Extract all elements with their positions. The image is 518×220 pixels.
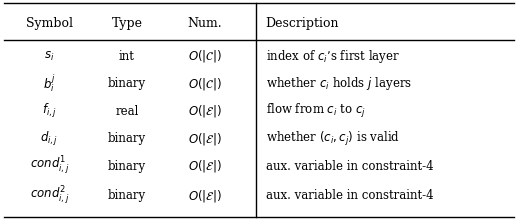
Text: Type: Type (111, 16, 142, 30)
Text: $O(|\mathcal{E}|)$: $O(|\mathcal{E}|)$ (188, 158, 222, 174)
Text: $cond_{i,j}^1$: $cond_{i,j}^1$ (30, 155, 69, 177)
Text: $d_{i,j}$: $d_{i,j}$ (40, 130, 59, 148)
Text: binary: binary (108, 189, 146, 202)
Text: $O(|\mathcal{E}|)$: $O(|\mathcal{E}|)$ (188, 103, 222, 119)
Text: binary: binary (108, 77, 146, 90)
Text: binary: binary (108, 132, 146, 145)
Text: $s_i$: $s_i$ (44, 50, 54, 63)
Text: $b_i^j$: $b_i^j$ (43, 73, 55, 94)
Text: Num.: Num. (188, 16, 222, 30)
Text: binary: binary (108, 160, 146, 173)
Text: aux. variable in constraint-4: aux. variable in constraint-4 (266, 189, 434, 202)
Text: whether $(c_i,c_j)$ is valid: whether $(c_i,c_j)$ is valid (266, 130, 400, 148)
Text: $O(|\mathcal{C}|)$: $O(|\mathcal{C}|)$ (188, 48, 222, 64)
Text: $O(|\mathcal{E}|)$: $O(|\mathcal{E}|)$ (188, 188, 222, 204)
Text: real: real (115, 104, 139, 118)
Text: Symbol: Symbol (26, 16, 73, 30)
Text: Description: Description (266, 16, 339, 30)
Text: whether $c_i$ holds $j$ layers: whether $c_i$ holds $j$ layers (266, 75, 412, 92)
Text: $O(|\mathcal{C}|)$: $O(|\mathcal{C}|)$ (188, 76, 222, 92)
Text: aux. variable in constraint-4: aux. variable in constraint-4 (266, 160, 434, 173)
Text: $cond_{i,j}^2$: $cond_{i,j}^2$ (30, 185, 69, 207)
Text: $O(|\mathcal{E}|)$: $O(|\mathcal{E}|)$ (188, 131, 222, 147)
Text: flow from $c_i$ to $c_j$: flow from $c_i$ to $c_j$ (266, 102, 366, 120)
Text: $f_{i,j}$: $f_{i,j}$ (42, 102, 56, 120)
Text: int: int (119, 50, 135, 63)
Text: index of $c_i$’s first layer: index of $c_i$’s first layer (266, 48, 400, 65)
